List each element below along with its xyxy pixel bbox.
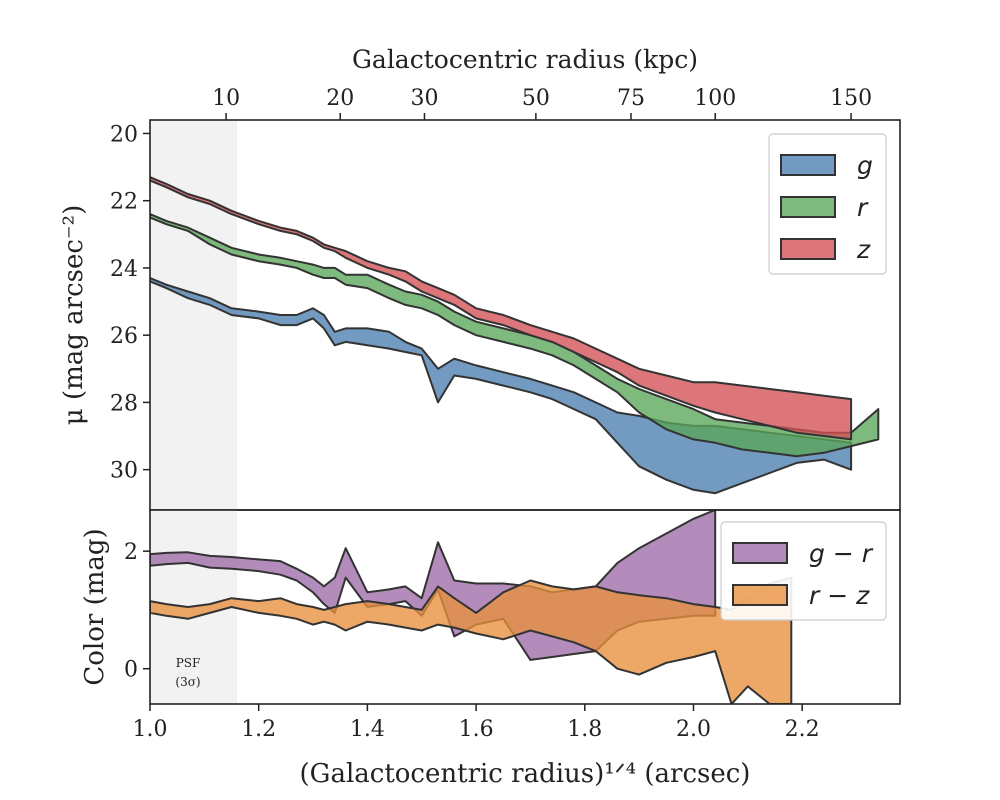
top-x2-tick-label: 50 [522,86,550,111]
bottom-panel: 02 1.0 1.2 1.4 1.6 1.8 2.0 2.2 PSF (3σ) (Galac… [80,509,901,789]
top-series-group [150,176,880,495]
top-secondary-x-ticks: 10 20 30 50 75 100 150 [212,86,872,120]
bottom-y-axis-label: Color (mag) [80,528,110,685]
bottom-x-tick-label: 2.2 [785,717,820,742]
legend-label: r − z [809,581,870,610]
bottom-y-tick-label: 0 [124,658,138,683]
bottom-x-tick-label: 1.8 [567,717,602,742]
series-band-g-surface-brightness [150,277,853,495]
top-y-ticks: 20 22 24 26 28 30 [110,122,150,484]
legend-label: z [856,235,871,264]
legend-swatch [780,196,836,218]
top-y-tick-label: 26 [110,324,138,349]
top-y-tick-label: 28 [110,391,138,416]
top-y-tick-label: 30 [110,459,138,484]
bottom-x-ticks: 1.0 1.2 1.4 1.6 1.8 2.0 2.2 [133,704,820,742]
bottom-x-tick-label: 2.0 [676,717,711,742]
legend-label: g − r [809,539,874,568]
top-x2-tick-label: 100 [694,86,736,111]
top-x2-tick-label: 150 [830,86,872,111]
top-x2-tick-label: 10 [212,86,240,111]
bottom-y-ticks: 02 [124,540,150,683]
top-x2-tick-label: 20 [326,86,354,111]
psf-label-line2: (3σ) [175,675,200,689]
legend-swatch [732,584,788,606]
legend-label: g [857,151,873,180]
psf-region-top [150,120,237,510]
top-y-tick-label: 24 [110,257,138,282]
legend-swatch [780,238,836,260]
bottom-x-tick-label: 1.6 [459,717,494,742]
series-band-z-surface-brightness [150,176,853,441]
top-x2-tick-label: 30 [410,86,438,111]
top-y-tick-label: 20 [110,122,138,147]
bottom-x-tick-label: 1.0 [133,717,168,742]
bottom-x-tick-label: 1.2 [241,717,276,742]
bottom-x-tick-label: 1.4 [350,717,385,742]
series-band-rz-color [150,576,793,704]
top-y-tick-label: 22 [110,190,138,215]
legend-swatch [732,542,788,564]
psf-label-line1: PSF [176,656,201,670]
series-band-r-surface-brightness [150,213,880,458]
top-panel: 20 22 24 26 28 30 10 20 30 50 75 100 150 Galactocen… [59,45,901,511]
top-x2-axis-label: Galactocentric radius (kpc) [352,45,698,74]
bottom-series-group [150,510,793,704]
legend-swatch [780,154,836,176]
bottom-x-axis-label: (Galactocentric radius)¹ᐟ⁴ (arcsec) [300,759,751,789]
top-y-axis-label: μ (mag arcsec⁻²) [59,205,89,425]
bottom-legend: g − r r − z [720,521,887,621]
bottom-y-tick-label: 2 [124,540,138,565]
top-x2-tick-label: 75 [617,86,645,111]
bottom-axes-frame [149,509,901,705]
legend-label: r [857,193,869,222]
top-legend: grz [768,133,887,275]
